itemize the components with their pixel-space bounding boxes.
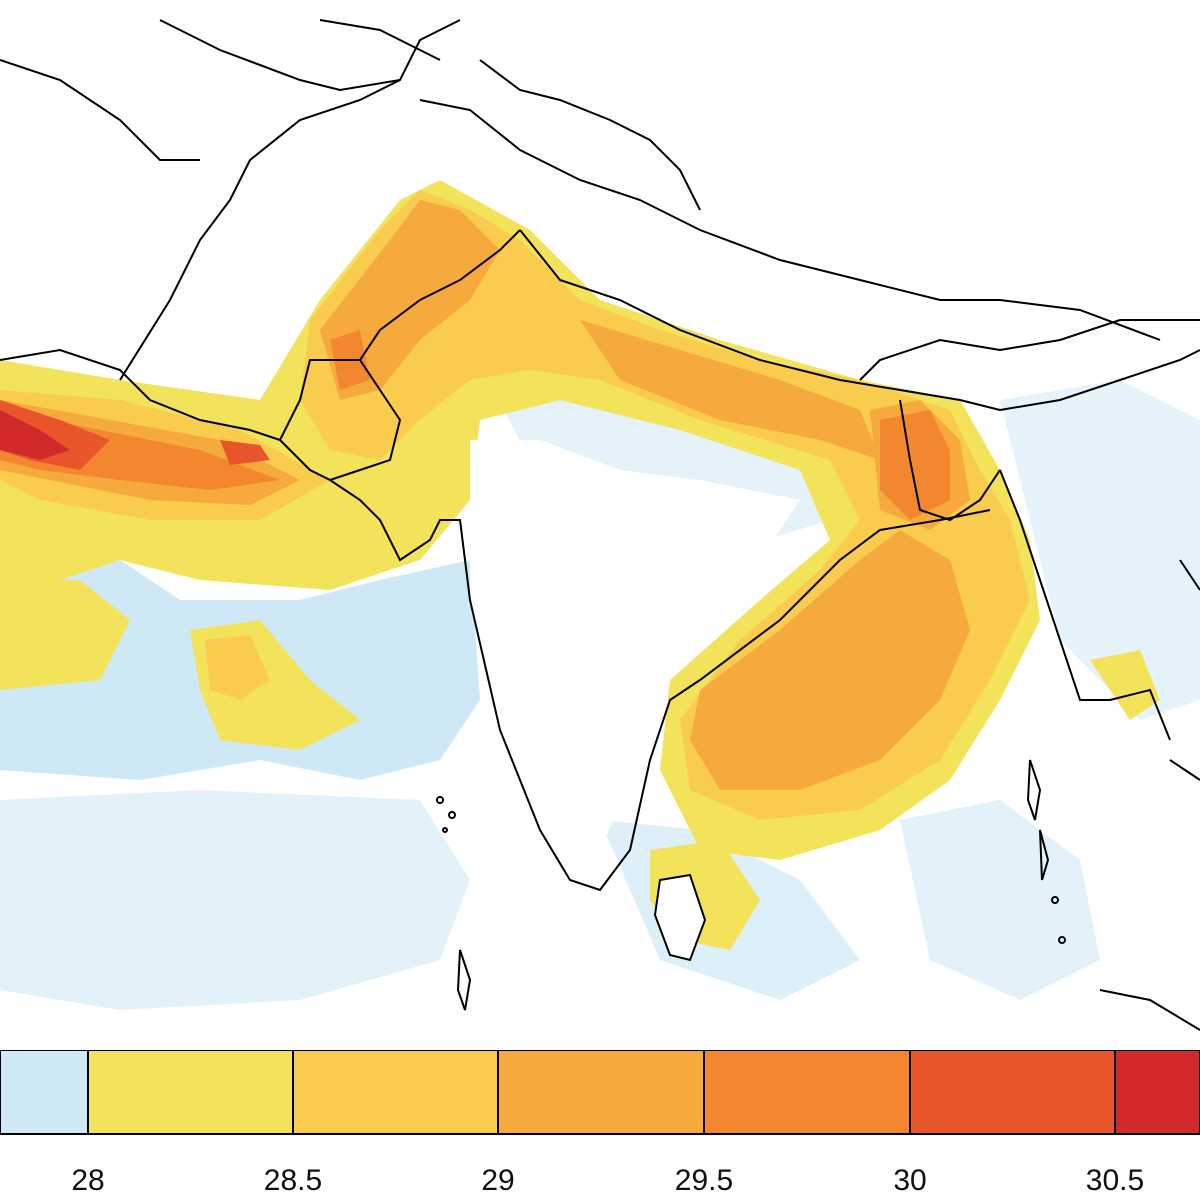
colorbar-tick-label: 29.5 bbox=[675, 1164, 733, 1197]
temperature-map bbox=[0, 0, 1200, 1040]
colorbar-tick-label: 30 bbox=[893, 1164, 926, 1197]
colorbar-segment bbox=[497, 1050, 705, 1135]
colorbar-tick-label: 30.5 bbox=[1086, 1164, 1144, 1197]
islands bbox=[436, 759, 1066, 1011]
land-mask bbox=[0, 0, 1200, 1040]
field-30-plus bbox=[0, 400, 270, 470]
colorbar-segment bbox=[909, 1050, 1116, 1135]
country-borders bbox=[0, 19, 1200, 1031]
colorbar-segment bbox=[703, 1050, 911, 1135]
colorbar-segment bbox=[292, 1050, 499, 1135]
colorbar-tick-label: 28 bbox=[71, 1164, 104, 1197]
colorbar-tick-label: 28.5 bbox=[264, 1164, 322, 1197]
colorbar-segment bbox=[1114, 1050, 1200, 1135]
colorbar-tick-labels: 28 28.5 29 29.5 30 30.5 bbox=[71, 1164, 1144, 1197]
colorbar-segment bbox=[0, 1050, 89, 1135]
colorbar: 28 28.5 29 29.5 30 30.5 bbox=[0, 1050, 1200, 1197]
colorbar-segment bbox=[87, 1050, 294, 1135]
colorbar-segments bbox=[0, 1050, 1200, 1135]
colorbar-tick-label: 29 bbox=[481, 1164, 514, 1197]
